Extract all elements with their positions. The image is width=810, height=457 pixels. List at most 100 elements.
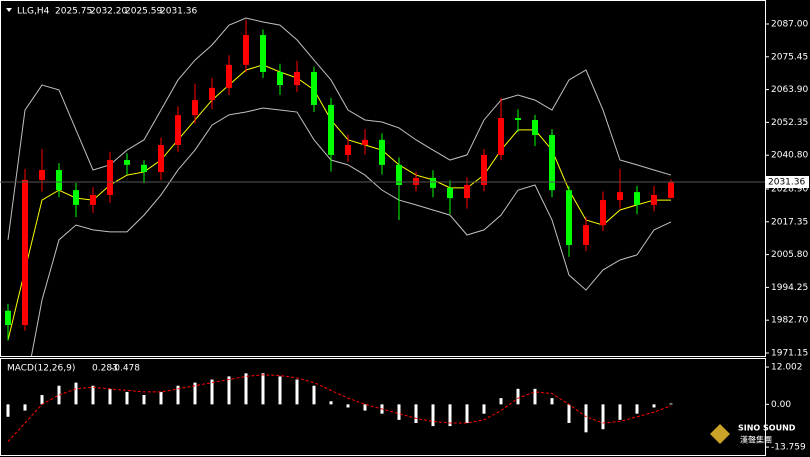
macd-bar — [176, 385, 180, 405]
macd-bar — [635, 404, 639, 414]
y-tick-label: 1971.15 — [771, 348, 808, 358]
header-low: 2025.59 — [125, 7, 162, 17]
watermark-cn: 漢聲集團 — [740, 435, 772, 445]
macd-bar — [278, 376, 282, 405]
candle-body — [464, 185, 470, 199]
macd-bar — [193, 382, 197, 405]
header: LLG,H4 2025.75 2032.20 2025.59 2031.36 M… — [6, 7, 197, 374]
macd-bar — [533, 388, 537, 405]
y-tick-label: 1994.25 — [771, 283, 808, 293]
macd-bar — [312, 385, 316, 405]
last-price-box — [766, 176, 809, 189]
macd-bar — [601, 404, 605, 430]
macd-bar — [516, 388, 520, 405]
macd-bar — [465, 404, 469, 423]
candle-body — [124, 160, 130, 165]
macd-bar — [261, 373, 265, 405]
macd-bar — [210, 379, 214, 405]
macd-bar — [40, 395, 44, 405]
macd-bar — [159, 391, 163, 405]
y-tick-label: 2017.35 — [771, 217, 808, 227]
header-high: 2032.20 — [90, 7, 127, 17]
macd-bar — [6, 404, 10, 417]
macd-bar — [74, 382, 78, 405]
candle-body — [481, 154, 487, 186]
candle-body — [362, 139, 368, 145]
candle-body — [651, 194, 657, 205]
macd-bar — [329, 401, 333, 405]
macd-bar — [125, 391, 129, 405]
moving-average — [7, 64, 671, 341]
candle-body — [379, 139, 385, 165]
candle-body — [22, 179, 28, 326]
candle-body — [294, 71, 300, 86]
signal-line — [7, 374, 672, 442]
candle-body — [345, 144, 351, 155]
candle-body — [515, 117, 521, 120]
logo: SINO SOUND 漢聲集團 — [710, 424, 796, 445]
candle-body — [158, 144, 164, 172]
y-tick-label: 2087.00 — [771, 19, 808, 29]
signal-value: -0.478 — [111, 364, 140, 374]
y-tick-label: 2052.35 — [771, 118, 808, 128]
watermark: SINO SOUND — [738, 424, 796, 433]
candle-body — [311, 71, 317, 105]
candle-body — [668, 182, 674, 198]
macd-bar — [669, 403, 673, 405]
macd-bar — [397, 404, 401, 420]
macd-bar — [499, 398, 503, 405]
macd-bar — [448, 404, 452, 427]
y-tick-label: 1982.70 — [771, 316, 808, 326]
macd-bar — [346, 404, 350, 408]
macd-bar — [482, 404, 486, 414]
candle-body — [532, 119, 538, 136]
main-frame — [0, 0, 766, 357]
macd-bar — [227, 376, 231, 405]
candle-body — [600, 200, 606, 226]
macd-bar — [618, 404, 622, 420]
candle-body — [413, 177, 419, 186]
macd-bar — [431, 404, 435, 427]
macd-bar — [91, 385, 95, 405]
candle-body — [396, 164, 402, 186]
candle-body — [583, 225, 589, 245]
candle-body — [243, 35, 249, 65]
candle-body — [141, 164, 147, 172]
candle-body — [617, 192, 623, 201]
candle-body — [90, 194, 96, 205]
candle-body — [5, 310, 11, 326]
header-open: 2025.75 — [55, 7, 92, 17]
candle-body — [447, 187, 453, 199]
y-tick-label: 2040.80 — [771, 151, 808, 161]
macd-bar — [23, 404, 27, 411]
candle-body — [107, 160, 113, 195]
candle-body — [634, 192, 640, 205]
macd-bar — [295, 379, 299, 405]
last-price-label: 2031.36 — [768, 178, 805, 188]
y-tick-label: 2005.80 — [771, 250, 808, 260]
y-tick-label: 2063.90 — [771, 85, 808, 95]
upper-band — [7, 17, 672, 240]
y2-tick-label: 12.002 — [771, 363, 803, 373]
candle-body — [226, 64, 232, 88]
lower-band — [30, 107, 672, 356]
macd-bar — [652, 404, 656, 408]
macd-bar — [550, 398, 554, 405]
candle-body — [277, 71, 283, 86]
candle-body — [328, 104, 334, 155]
symbol: LLG,H4 — [17, 7, 50, 17]
candle-body — [430, 177, 436, 188]
header-arrow — [6, 8, 12, 12]
candle-body — [566, 190, 572, 245]
candle-body — [175, 115, 181, 145]
candle-body — [498, 117, 504, 155]
candle-body — [73, 190, 79, 205]
macd-title: MACD(12,26,9) — [7, 364, 75, 374]
macd-bar — [363, 404, 367, 411]
logo-icon — [710, 424, 730, 444]
candle-body — [56, 169, 62, 191]
y-tick-label: 2028.90 — [771, 184, 808, 194]
macd-value: 0.283 — [92, 364, 118, 374]
